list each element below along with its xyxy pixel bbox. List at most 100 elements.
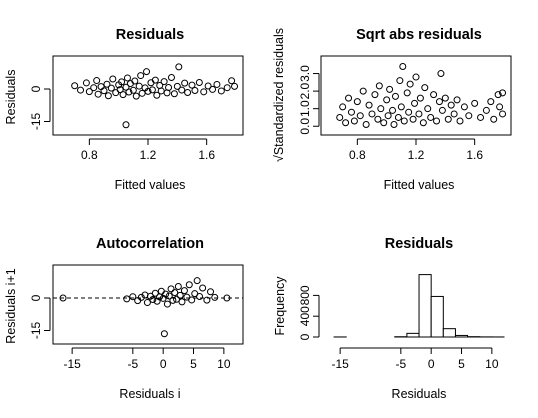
data-point — [421, 84, 429, 92]
data-point — [199, 284, 207, 292]
data-point — [389, 106, 397, 114]
x-tick-label: 1.6 — [198, 148, 215, 162]
data-point — [160, 78, 168, 86]
data-point — [109, 75, 117, 83]
data-point — [165, 292, 173, 300]
data-point — [149, 296, 157, 304]
data-point — [123, 74, 131, 82]
data-point — [176, 291, 184, 299]
panel-residuals-histogram: Residuals Residuals Frequency -15 -5 0 5 10 0… — [273, 236, 505, 401]
data-point — [400, 117, 408, 125]
data-point — [435, 98, 443, 106]
histogram-bar — [406, 332, 420, 338]
chart-title: Residuals — [116, 27, 185, 43]
x-tick-label: 1.2 — [140, 148, 157, 162]
data-point — [391, 92, 399, 100]
data-point — [353, 98, 361, 106]
y-tick-label: -15 — [29, 322, 43, 340]
data-point — [148, 86, 156, 94]
data-point — [93, 77, 101, 85]
data-point — [181, 79, 189, 87]
data-point — [188, 296, 196, 304]
data-point — [384, 112, 392, 120]
data-point — [170, 90, 178, 98]
data-point — [416, 94, 424, 102]
data-point — [465, 112, 473, 120]
data-point — [424, 105, 432, 113]
data-point — [383, 96, 391, 104]
data-point — [122, 121, 130, 129]
data-point — [365, 101, 373, 109]
y-tick-label: 400 — [298, 306, 312, 326]
data-point — [163, 300, 171, 308]
data-point — [397, 103, 405, 111]
data-point — [196, 292, 204, 300]
data-point — [200, 88, 208, 96]
data-point — [368, 110, 376, 118]
data-point — [151, 289, 159, 297]
y-tick-label: 3.0 — [298, 65, 312, 82]
data-point — [59, 294, 67, 302]
data-point — [441, 94, 449, 102]
data-point — [112, 89, 120, 97]
data-point — [406, 80, 414, 88]
data-point — [460, 103, 468, 111]
data-point — [167, 285, 175, 293]
data-point — [178, 298, 186, 306]
y-tick-label: 800 — [298, 285, 312, 305]
y-axis-label: Residuals — [4, 70, 18, 125]
data-point — [339, 103, 347, 111]
x-axis-label: Residuals — [392, 387, 447, 401]
y-tick-label: -15 — [29, 113, 43, 131]
data-point — [94, 90, 102, 98]
x-tick-label: -15 — [331, 357, 349, 371]
data-point — [356, 112, 364, 120]
y-tick-label: 0 — [29, 294, 43, 301]
data-point — [144, 87, 152, 95]
plot-frame — [52, 264, 244, 345]
data-point — [394, 113, 402, 121]
data-point — [499, 110, 507, 118]
data-point — [427, 113, 435, 121]
data-point — [396, 77, 404, 85]
data-point — [143, 68, 151, 76]
data-point — [137, 72, 145, 80]
data-point — [107, 84, 115, 92]
data-point — [347, 108, 355, 116]
data-point — [85, 88, 93, 96]
x-tick-label: -5 — [395, 357, 406, 371]
data-point — [129, 86, 137, 94]
chart-title: Autocorrelation — [96, 236, 204, 252]
x-axis-label: Fitted values — [384, 178, 455, 192]
histogram-bar — [454, 334, 469, 338]
data-point — [438, 106, 446, 114]
data-point — [430, 91, 438, 99]
data-point — [103, 80, 111, 88]
data-point — [203, 296, 211, 304]
data-point — [477, 113, 485, 121]
data-point — [77, 86, 85, 94]
data-point — [447, 101, 455, 109]
x-tick-label: 0.8 — [81, 148, 98, 162]
histogram-bar — [442, 328, 456, 338]
data-point — [411, 99, 419, 107]
data-point — [180, 287, 188, 295]
y-axis-label: √Standardized residuals — [272, 28, 286, 162]
data-point — [437, 70, 445, 78]
data-point — [482, 106, 490, 114]
data-point — [207, 288, 215, 296]
data-point — [173, 82, 181, 90]
data-point — [167, 74, 175, 82]
x-tick-label: -15 — [63, 357, 81, 371]
y-axis-label: Residuals i+1 — [4, 268, 18, 343]
chart-title: Residuals — [385, 236, 454, 252]
y-tick-label: 0 — [298, 333, 312, 340]
data-point — [204, 82, 212, 90]
x-tick-label: 5 — [190, 357, 197, 371]
panel-autocorrelation: Autocorrelation Residuals i Residuals i+… — [4, 236, 244, 401]
x-tick-label: 0 — [428, 357, 435, 371]
data-point — [162, 290, 170, 298]
data-point — [342, 119, 350, 127]
x-tick-label: 0.8 — [349, 148, 366, 162]
